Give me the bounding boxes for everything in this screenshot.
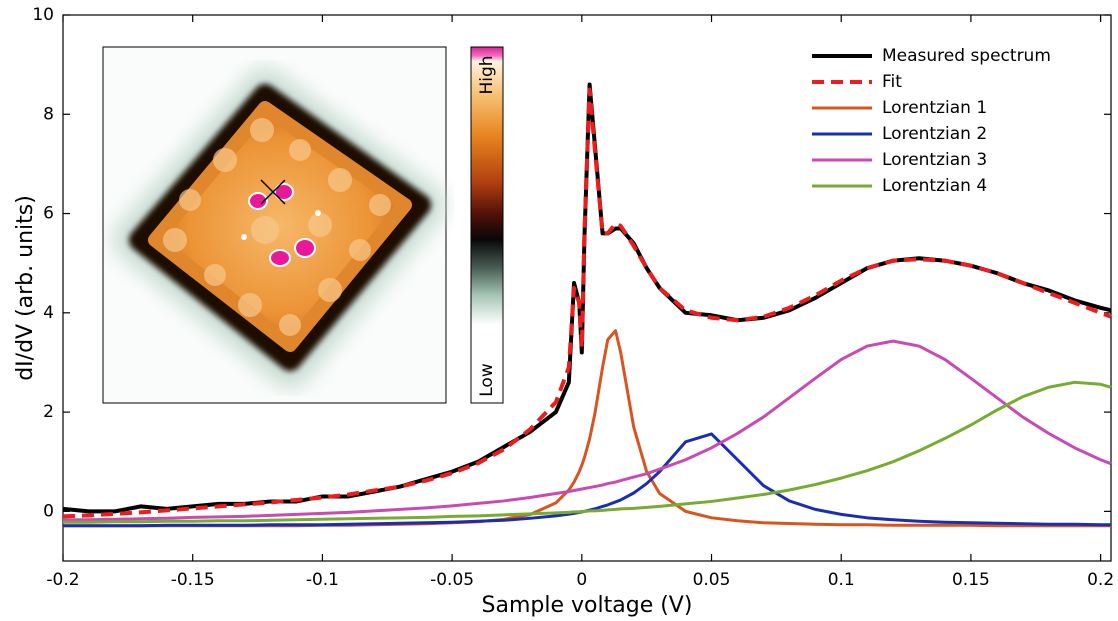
x-tick-label: 0.05 <box>693 570 731 590</box>
y-tick-label: 6 <box>43 204 54 224</box>
legend-label: Lorentzian 3 <box>882 150 987 170</box>
legend-label: Lorentzian 4 <box>882 176 987 196</box>
x-tick-label: 0 <box>576 570 587 590</box>
legend-label: Lorentzian 1 <box>882 98 987 118</box>
legend-label: Lorentzian 2 <box>882 124 987 144</box>
colorbar-label: Low <box>477 363 497 397</box>
x-tick-label: -0.15 <box>171 570 215 590</box>
legend-label: Fit <box>882 72 902 92</box>
plot-frame <box>62 14 1112 562</box>
x-tick-label: 0.1 <box>828 570 855 590</box>
y-axis-title: dI/dV (arb. units) <box>13 195 38 381</box>
x-tick-label: 0.2 <box>1087 570 1114 590</box>
legend-label: Measured spectrum <box>882 46 1051 66</box>
series-line <box>62 87 1112 519</box>
y-tick-label: 0 <box>43 501 54 521</box>
series-line <box>63 339 1112 522</box>
y-tick-label: 2 <box>43 402 54 422</box>
y-tick-label: 8 <box>43 104 54 124</box>
x-axis-title: Sample voltage (V) <box>482 593 693 618</box>
inset-image <box>102 46 504 404</box>
x-tick-label: -0.1 <box>306 570 339 590</box>
y-tick-label: 4 <box>43 303 54 323</box>
x-tick-label: -0.05 <box>430 570 474 590</box>
y-tick-label: 10 <box>32 5 54 25</box>
colorbar-label: High <box>477 55 497 94</box>
x-tick-label: 0.15 <box>952 570 990 590</box>
x-tick-label: -0.2 <box>46 570 79 590</box>
series-line <box>63 380 1112 524</box>
